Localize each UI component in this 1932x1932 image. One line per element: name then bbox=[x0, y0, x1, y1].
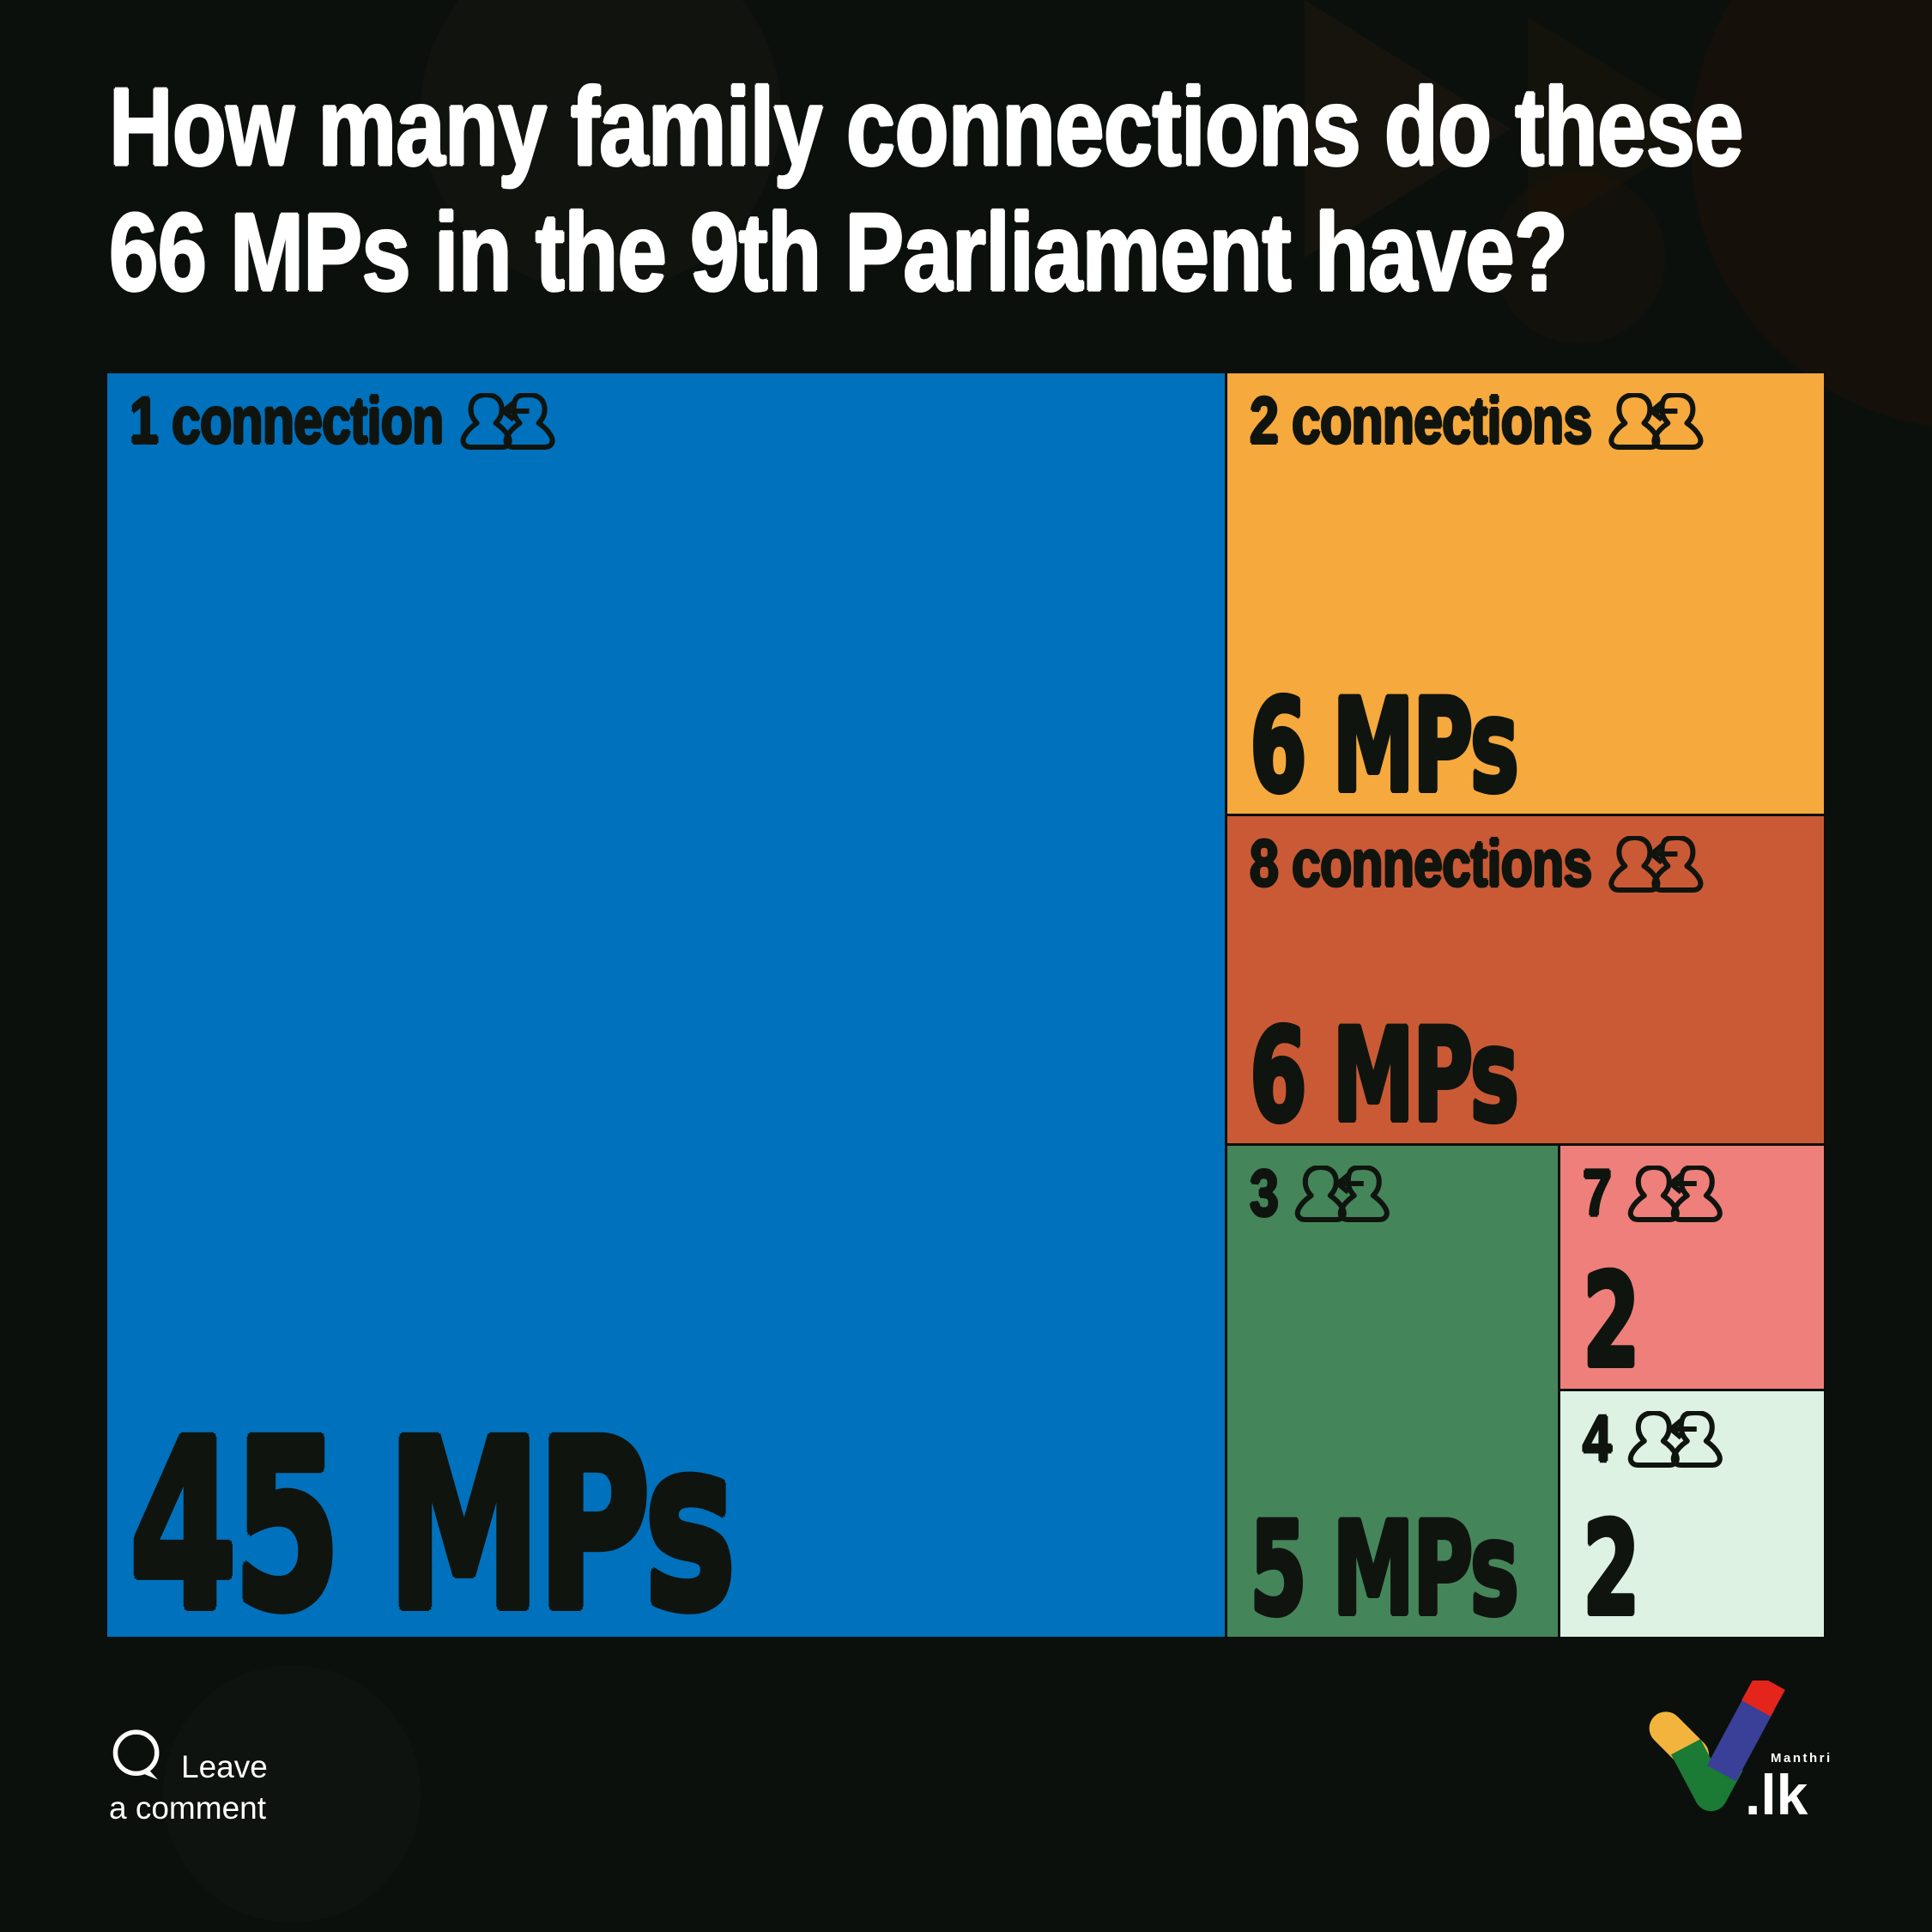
mp-count-label: 5 MPs bbox=[1250, 1495, 1519, 1644]
title-line-2: 66 MPs in the 9th Parliament have? bbox=[109, 190, 1568, 314]
family-connection-icon bbox=[1292, 1166, 1405, 1222]
mp-count-label: 6 MPs bbox=[1250, 1002, 1519, 1151]
logo-domain: .lk bbox=[1745, 1763, 1808, 1826]
connections-label: 7 bbox=[1583, 1157, 1612, 1230]
treemap-block-2-connections: 2 connections 6 MPs bbox=[1227, 373, 1824, 814]
connections-label: 2 connections bbox=[1250, 385, 1592, 457]
mp-count-label: 45 MPs bbox=[130, 1390, 736, 1662]
decor-circle bbox=[1493, 172, 1665, 343]
decor-triangle bbox=[1305, 0, 1511, 257]
block-label-row: 4 bbox=[1583, 1407, 1766, 1472]
connections-label: 8 connections bbox=[1250, 827, 1592, 900]
comment-label-line1: Leave bbox=[181, 1748, 268, 1784]
decor-circle bbox=[1691, 0, 1932, 427]
block-label-row: 8 connections bbox=[1250, 832, 1699, 897]
treemap-block-3-connections: 3 5 MPs bbox=[1227, 1146, 1558, 1637]
leave-a-comment-button[interactable]: Leave a comment bbox=[109, 1727, 268, 1828]
block-label-row: 1 connection bbox=[130, 389, 996, 454]
family-connection-icon bbox=[1625, 1411, 1738, 1468]
connections-label: 1 connection bbox=[130, 385, 444, 457]
speech-bubble-icon bbox=[109, 1727, 167, 1787]
treemap-block-8-connections: 8 connections 6 MPs bbox=[1227, 816, 1824, 1143]
block-label-row: 3 bbox=[1250, 1161, 1487, 1226]
mp-count-label: 2 bbox=[1583, 1495, 1640, 1644]
family-connection-icon bbox=[1625, 1166, 1738, 1222]
connections-label: 4 bbox=[1583, 1402, 1612, 1475]
treemap-block-1-connection: 1 connection 45 MPs bbox=[107, 373, 1225, 1662]
family-connection-icon bbox=[1605, 393, 1718, 450]
family-connection-icon bbox=[457, 393, 570, 450]
family-connection-icon bbox=[1605, 836, 1718, 893]
decor-triangle bbox=[1528, 17, 1712, 240]
logo-brand-name: Manthri bbox=[1771, 1751, 1832, 1765]
decor-circle bbox=[163, 1665, 421, 1923]
comment-label-line2: a comment bbox=[109, 1790, 267, 1826]
page-title: How many family connections do these 66 … bbox=[109, 65, 1744, 316]
manthri-lk-logo: Manthri .lk bbox=[1642, 1681, 1865, 1852]
title-line-1: How many family connections do these bbox=[109, 65, 1744, 189]
block-label-row: 2 connections bbox=[1250, 389, 1699, 454]
logo-text: Manthri .lk bbox=[1745, 1751, 1832, 1825]
block-label-row: 7 bbox=[1583, 1161, 1766, 1226]
treemap-block-4-connections: 4 2 bbox=[1560, 1391, 1824, 1637]
mp-count-label: 2 bbox=[1583, 1247, 1640, 1396]
decor-circle bbox=[421, 0, 781, 292]
connections-label: 3 bbox=[1250, 1157, 1279, 1230]
mp-count-label: 6 MPs bbox=[1250, 672, 1519, 821]
treemap-block-7-connections: 7 2 bbox=[1560, 1146, 1824, 1389]
